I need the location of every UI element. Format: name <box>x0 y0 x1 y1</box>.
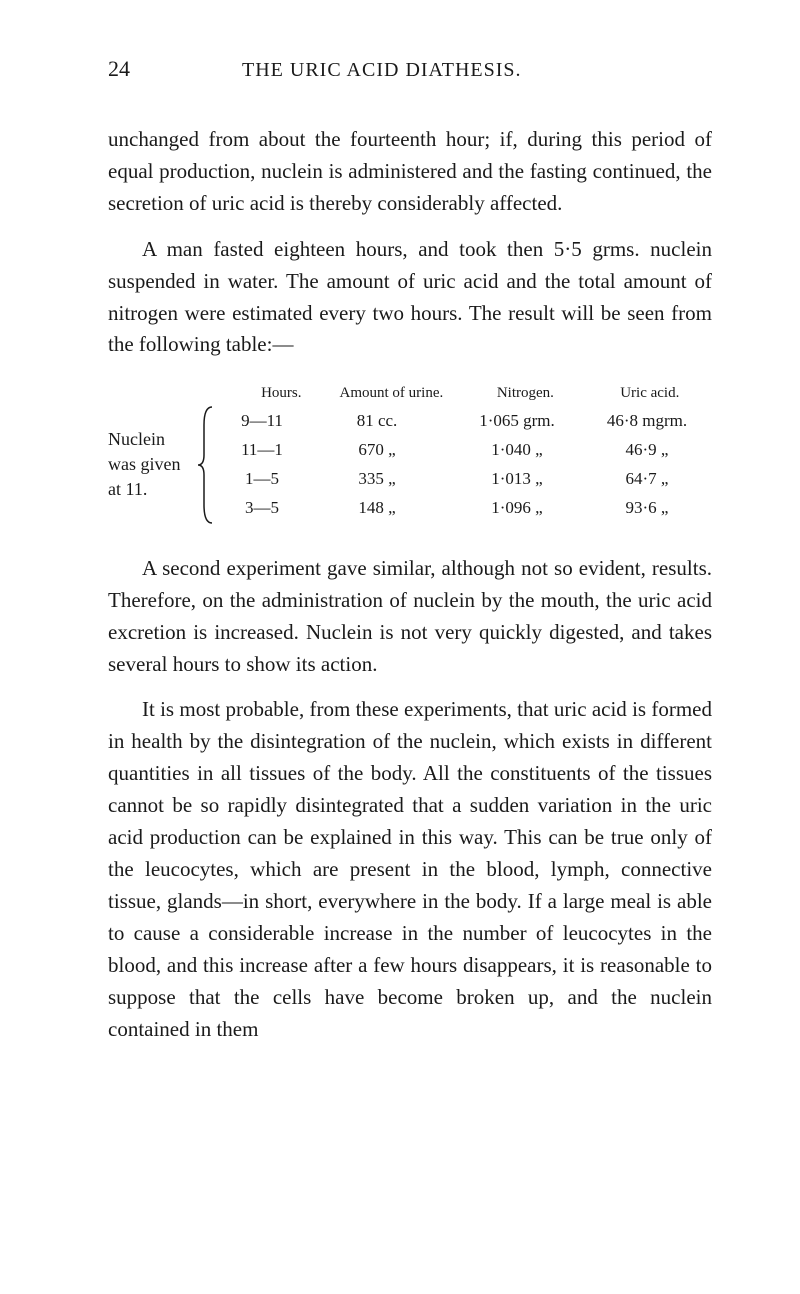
cell-amount: 81 cc. <box>302 407 452 436</box>
brace-line-3: at 11. <box>108 479 147 499</box>
cell-hours: 9—11 <box>222 407 302 436</box>
col-header-hours: Hours. <box>243 381 320 407</box>
table-row: 1—5 335 „ 1·013 „ 64·7 „ <box>222 465 712 494</box>
page-header: 24 THE URIC ACID DIATHESIS. <box>108 56 712 82</box>
cell-amount: 148 „ <box>302 494 452 523</box>
cell-uric: 93·6 „ <box>582 494 712 523</box>
table-header-row: Hours. Amount of urine. Nitrogen. Uric a… <box>108 381 712 407</box>
cell-hours: 3—5 <box>222 494 302 523</box>
brace-line-1: Nuclein <box>108 429 165 449</box>
col-header-nitrogen: Nitrogen. <box>463 381 587 407</box>
col-header-amount: Amount of urine. <box>320 381 464 407</box>
table-data-columns: 9—11 81 cc. 1·065 grm. 46·8 mgrm. 11—1 6… <box>222 407 712 527</box>
cell-nitrogen: 1·040 „ <box>452 436 582 465</box>
cell-hours: 1—5 <box>222 465 302 494</box>
table-body: Nuclein was given at 11. 9—11 81 cc. 1·0… <box>108 407 712 527</box>
brace-label-text: Nuclein was given at 11. <box>108 427 180 503</box>
cell-hours: 11—1 <box>222 436 302 465</box>
cell-uric: 64·7 „ <box>582 465 712 494</box>
data-table: Hours. Amount of urine. Nitrogen. Uric a… <box>108 381 712 527</box>
cell-uric: 46·9 „ <box>582 436 712 465</box>
cell-nitrogen: 1·096 „ <box>452 494 582 523</box>
table-row: 9—11 81 cc. 1·065 grm. 46·8 mgrm. <box>222 407 712 436</box>
cell-uric: 46·8 mgrm. <box>582 407 712 436</box>
paragraph-4: It is most probable, from these experime… <box>108 694 712 1045</box>
cell-amount: 670 „ <box>302 436 452 465</box>
brace-line-2: was given <box>108 454 180 474</box>
row-group-label: Nuclein was given at 11. <box>108 407 222 527</box>
paragraph-2: A man fasted eighteen hours, and took th… <box>108 234 712 362</box>
curly-brace-icon <box>198 405 216 525</box>
table-row: 11—1 670 „ 1·040 „ 46·9 „ <box>222 436 712 465</box>
table-row: 3—5 148 „ 1·096 „ 93·6 „ <box>222 494 712 523</box>
cell-nitrogen: 1·013 „ <box>452 465 582 494</box>
page-number: 24 <box>108 56 130 82</box>
paragraph-1: unchanged from about the fourteenth hour… <box>108 124 712 220</box>
cell-nitrogen: 1·065 grm. <box>452 407 582 436</box>
col-header-uric: Uric acid. <box>588 381 712 407</box>
paragraph-3: A second experiment gave similar, althou… <box>108 553 712 681</box>
cell-amount: 335 „ <box>302 465 452 494</box>
running-title: THE URIC ACID DIATHESIS. <box>242 59 522 82</box>
